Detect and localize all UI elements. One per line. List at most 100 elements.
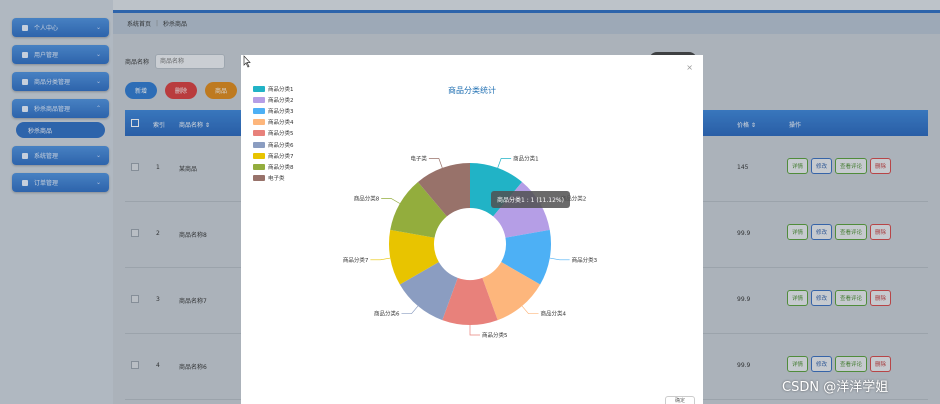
legend-item[interactable]: 商品分类8 <box>253 161 294 172</box>
slice-label: 商品分类1 <box>513 154 539 162</box>
sidebar-subitem-flash-goods[interactable]: 秒杀商品 <box>16 122 105 138</box>
sidebar-item-system[interactable]: 系统管理 ⌄ <box>12 146 109 165</box>
legend-swatch <box>253 175 265 182</box>
legend-swatch <box>253 163 265 170</box>
legend-item[interactable]: 电子类 <box>253 173 294 184</box>
row-delete-button[interactable]: 删除 <box>870 224 892 240</box>
pie-slice[interactable] <box>399 262 458 321</box>
select-all-checkbox[interactable] <box>131 119 139 127</box>
search-label: 商品名称 <box>125 59 150 66</box>
pie-slice[interactable] <box>482 262 541 321</box>
legend-label: 商品分类2 <box>268 97 294 104</box>
pie-slice[interactable] <box>417 163 470 217</box>
chart-modal: × 商品分类统计 商品分类1 商品分类2 商品分类3 商品分类4 商品分类5 商品分类6 商… <box>241 55 703 404</box>
sidebar-item-profile[interactable]: 个人中心 ⌄ <box>12 18 109 37</box>
detail-button[interactable]: 详情 <box>787 290 809 306</box>
legend-swatch <box>253 119 265 126</box>
sidebar-item-label: 商品分类管理 <box>34 79 71 86</box>
legend-item[interactable]: 商品分类3 <box>253 105 294 116</box>
pie-slice[interactable] <box>389 229 439 285</box>
sidebar-item-label: 用户管理 <box>34 52 59 59</box>
slice-label: 电子类 <box>410 154 427 162</box>
detail-button[interactable]: 详情 <box>787 158 809 174</box>
slice-label: 商品分类5 <box>482 331 508 339</box>
legend-item[interactable]: 商品分类4 <box>253 117 294 128</box>
pie-slice[interactable] <box>442 277 498 326</box>
row-delete-button[interactable]: 删除 <box>870 356 892 372</box>
edit-button[interactable]: 修改 <box>811 356 833 372</box>
pie-slice[interactable] <box>390 181 447 238</box>
chevron-down-icon: ⌄ <box>95 24 101 31</box>
legend-item[interactable]: 商品分类7 <box>253 150 294 161</box>
breadcrumb-home[interactable]: 系统首页 <box>127 21 152 28</box>
slice-label-line <box>521 305 539 315</box>
search-input[interactable] <box>155 54 226 69</box>
slice-label: 商品分类8 <box>354 195 380 203</box>
row-checkbox[interactable] <box>131 163 139 171</box>
row-ops: 详情 修改 查看评论 删除 <box>787 158 894 174</box>
legend-label: 商品分类5 <box>268 131 294 138</box>
sidebar-item-users[interactable]: 用户管理 ⌄ <box>12 45 109 64</box>
detail-button[interactable]: 详情 <box>787 356 809 372</box>
edit-button[interactable]: 修改 <box>811 158 833 174</box>
legend-swatch <box>253 85 265 92</box>
row-delete-button[interactable]: 删除 <box>870 158 892 174</box>
row-index: 2 <box>156 230 160 237</box>
legend-item[interactable]: 商品分类5 <box>253 128 294 139</box>
edit-button[interactable]: 修改 <box>811 290 833 306</box>
legend-item[interactable]: 商品分类6 <box>253 139 294 150</box>
legend-label: 商品分类6 <box>268 142 294 149</box>
legend-swatch <box>253 141 265 148</box>
row-price: 99.9 <box>737 296 751 303</box>
row-delete-button[interactable]: 删除 <box>870 290 892 306</box>
row-price: 145 <box>737 164 749 171</box>
add-button[interactable]: 新增 <box>125 82 158 99</box>
comment-button[interactable]: 查看评论 <box>835 224 868 240</box>
legend-item[interactable]: 商品分类2 <box>253 94 294 105</box>
row-checkbox[interactable] <box>131 361 139 369</box>
slice-label-line <box>497 158 512 169</box>
slice-label-line <box>370 257 391 261</box>
header-price[interactable]: 价格 ⇕ <box>737 122 756 129</box>
row-checkbox[interactable] <box>131 295 139 303</box>
confirm-button[interactable]: 确定 <box>665 396 695 404</box>
cursor-icon <box>243 55 251 68</box>
comment-button[interactable]: 查看评论 <box>835 356 868 372</box>
sidebar-item-flash-sale[interactable]: 秒杀商品管理 ⌃ <box>12 99 109 118</box>
pie-slice[interactable] <box>493 181 550 238</box>
comment-button[interactable]: 查看评论 <box>835 158 868 174</box>
chevron-up-icon: ⌃ <box>95 105 101 112</box>
row-name: 某商品 <box>179 166 198 173</box>
slice-label: 商品分类7 <box>343 256 369 264</box>
stat-button[interactable]: 商品 <box>205 82 238 99</box>
list-icon <box>22 51 28 58</box>
sidebar-item-category[interactable]: 商品分类管理 ⌄ <box>12 72 109 91</box>
detail-button[interactable]: 详情 <box>787 224 809 240</box>
legend-label: 商品分类7 <box>268 153 294 160</box>
row-name: 商品名称6 <box>179 364 207 371</box>
sidebar-item-orders[interactable]: 订单管理 ⌄ <box>12 173 109 192</box>
pie-slice[interactable] <box>470 163 523 217</box>
search-row: 商品名称 <box>125 54 226 69</box>
comment-button[interactable]: 查看评论 <box>835 290 868 306</box>
close-icon[interactable]: × <box>686 63 693 72</box>
row-price: 99.9 <box>737 362 751 369</box>
legend-label: 商品分类4 <box>268 120 294 127</box>
legend-label: 商品分类8 <box>268 164 294 171</box>
row-checkbox[interactable] <box>131 229 139 237</box>
sidebar-item-label: 系统管理 <box>34 153 59 160</box>
breadcrumb-current: 秒杀商品 <box>163 21 188 28</box>
header-name[interactable]: 商品名称 ⇕ <box>179 122 210 129</box>
pie-slice[interactable] <box>501 229 551 285</box>
row-ops: 详情 修改 查看评论 删除 <box>787 356 894 372</box>
chart-title: 商品分类统计 <box>448 86 496 95</box>
gear-icon <box>22 152 28 159</box>
row-index: 4 <box>156 362 160 369</box>
sidebar-item-label: 个人中心 <box>34 25 59 32</box>
chevron-down-icon: ⌄ <box>95 78 101 85</box>
legend-swatch <box>253 107 265 114</box>
delete-button[interactable]: 删除 <box>165 82 198 99</box>
legend-item[interactable]: 商品分类1 <box>253 83 294 94</box>
edit-button[interactable]: 修改 <box>811 224 833 240</box>
row-price: 99.9 <box>737 230 751 237</box>
